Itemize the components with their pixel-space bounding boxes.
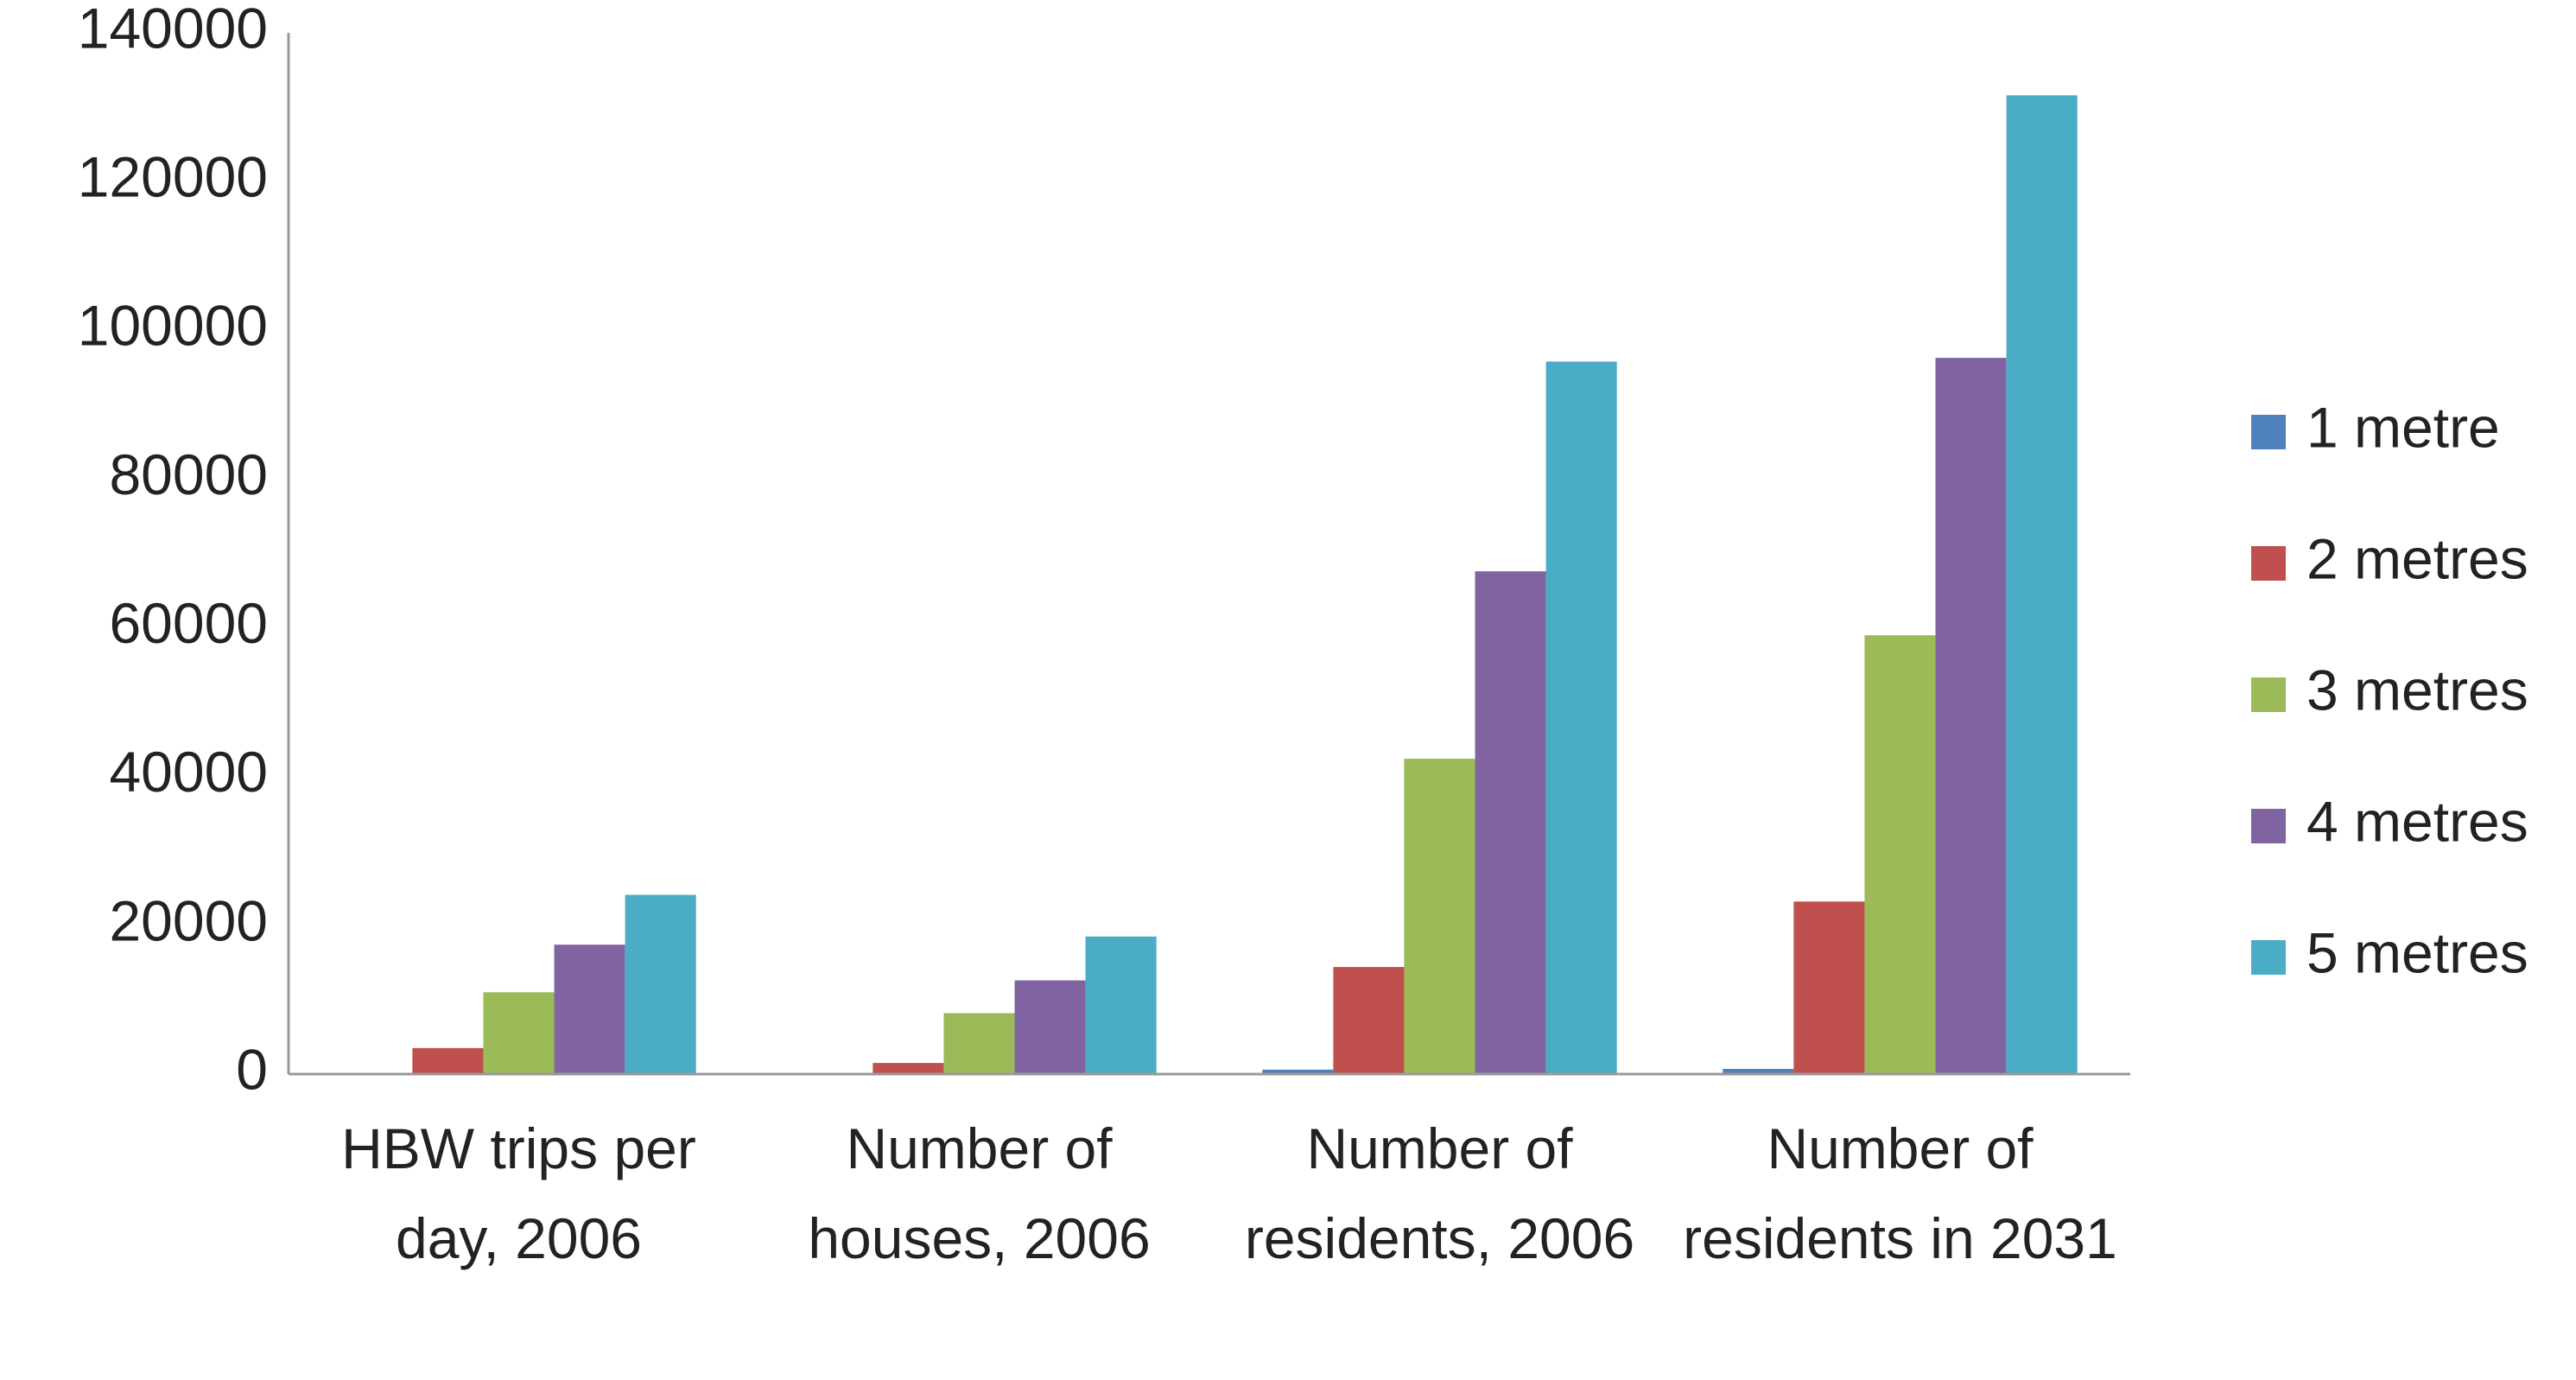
bar bbox=[1864, 635, 1936, 1074]
x-tick-label: Number of residents in 2031 bbox=[1683, 1116, 2117, 1270]
legend-label: 1 metre bbox=[2306, 395, 2500, 459]
bar bbox=[625, 894, 696, 1074]
y-tick-label: 100000 bbox=[78, 294, 268, 358]
bar bbox=[1262, 1069, 1334, 1074]
x-tick-label: Number of houses, 2006 bbox=[808, 1116, 1151, 1270]
y-tick-label: 60000 bbox=[109, 591, 268, 655]
legend-swatch bbox=[2251, 809, 2286, 843]
legend-swatch bbox=[2251, 940, 2286, 975]
bar bbox=[872, 1063, 944, 1074]
bar bbox=[554, 944, 625, 1074]
legend-swatch bbox=[2251, 677, 2286, 712]
legend-label: 3 metres bbox=[2306, 658, 2528, 722]
bar bbox=[1475, 571, 1546, 1074]
y-tick-label: 120000 bbox=[78, 145, 268, 209]
bar bbox=[2006, 95, 2078, 1074]
y-tick-label: 0 bbox=[236, 1037, 268, 1101]
bar bbox=[483, 992, 555, 1074]
legend-label: 4 metres bbox=[2306, 789, 2528, 853]
bar bbox=[1793, 901, 1865, 1074]
x-tick-label: Number of residents, 2006 bbox=[1244, 1116, 1635, 1270]
y-tick-label: 40000 bbox=[109, 740, 268, 804]
bar bbox=[1404, 759, 1475, 1074]
bar bbox=[1085, 936, 1157, 1074]
legend-swatch bbox=[2251, 546, 2286, 581]
legend-swatch bbox=[2251, 415, 2286, 449]
bar bbox=[412, 1047, 484, 1074]
bar bbox=[1014, 980, 1086, 1074]
x-tick-label: HBW trips per day, 2006 bbox=[341, 1116, 696, 1270]
y-tick-label: 140000 bbox=[78, 0, 268, 60]
y-tick-label: 80000 bbox=[109, 442, 268, 506]
bar bbox=[1545, 361, 1617, 1075]
bar bbox=[943, 1013, 1015, 1074]
legend-label: 2 metres bbox=[2306, 526, 2528, 590]
y-tick-label: 20000 bbox=[109, 888, 268, 952]
legend-label: 5 metres bbox=[2306, 920, 2528, 984]
bar bbox=[1723, 1068, 1794, 1074]
bar bbox=[1935, 358, 2007, 1074]
bar bbox=[1333, 967, 1405, 1074]
